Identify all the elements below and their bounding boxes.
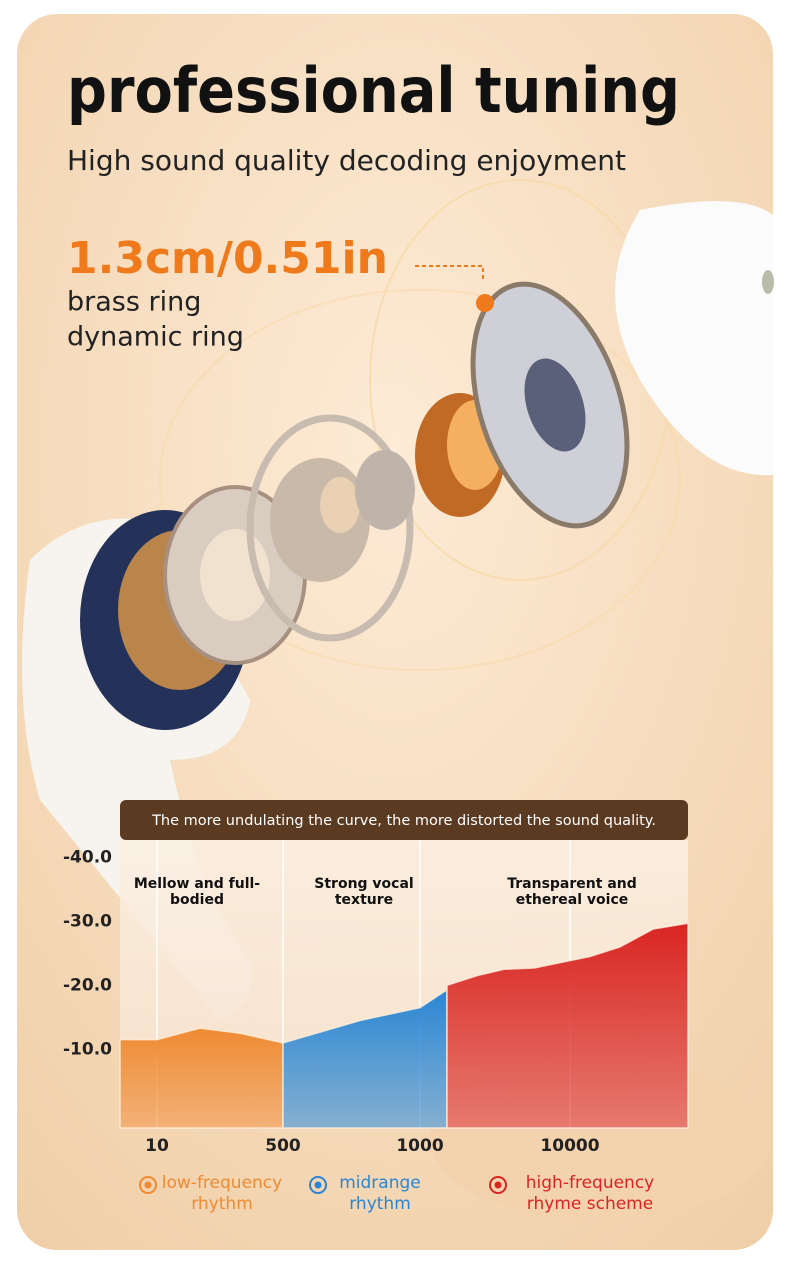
title: professional tuning <box>67 54 680 127</box>
subtitle: High sound quality decoding enjoyment <box>67 144 626 177</box>
band-label: Mellow and full-bodied <box>133 876 261 908</box>
band-label: Strong vocal texture <box>314 876 414 908</box>
legend-label: midrange rhythm <box>339 1173 421 1214</box>
chart-header <box>120 800 688 840</box>
x-tick-label: 500 <box>265 1136 301 1156</box>
callout-dot <box>476 294 494 312</box>
x-tick-label: 10 <box>145 1136 169 1156</box>
legend-marker <box>139 1176 157 1194</box>
callout-line <box>415 265 484 282</box>
legend-marker <box>489 1176 507 1194</box>
legend-marker <box>494 1181 502 1189</box>
y-tick-label: -10.0 <box>63 1039 112 1059</box>
band-label: Transparent and ethereal voice <box>507 876 637 908</box>
feature-line: dynamic ring <box>67 322 244 353</box>
feature-line: brass ring <box>67 287 201 318</box>
area <box>446 922 689 1129</box>
x-tick-label: 1000 <box>396 1136 443 1156</box>
area <box>119 1027 284 1129</box>
y-tick-label: -20.0 <box>63 975 112 995</box>
legend-label: low-frequency rhythm <box>161 1173 283 1214</box>
legend-marker <box>314 1181 322 1189</box>
legend-marker <box>144 1181 152 1189</box>
y-tick-label: -30.0 <box>63 911 112 931</box>
chart-title: The more undulating the curve, the more … <box>151 813 656 829</box>
size-label: 1.3cm/0.51in <box>67 233 388 284</box>
legend-marker <box>309 1176 327 1194</box>
legend-label: high-frequency rhyme scheme <box>525 1173 655 1214</box>
x-tick-label: 10000 <box>540 1136 599 1156</box>
y-tick-label: -40.0 <box>63 847 112 867</box>
